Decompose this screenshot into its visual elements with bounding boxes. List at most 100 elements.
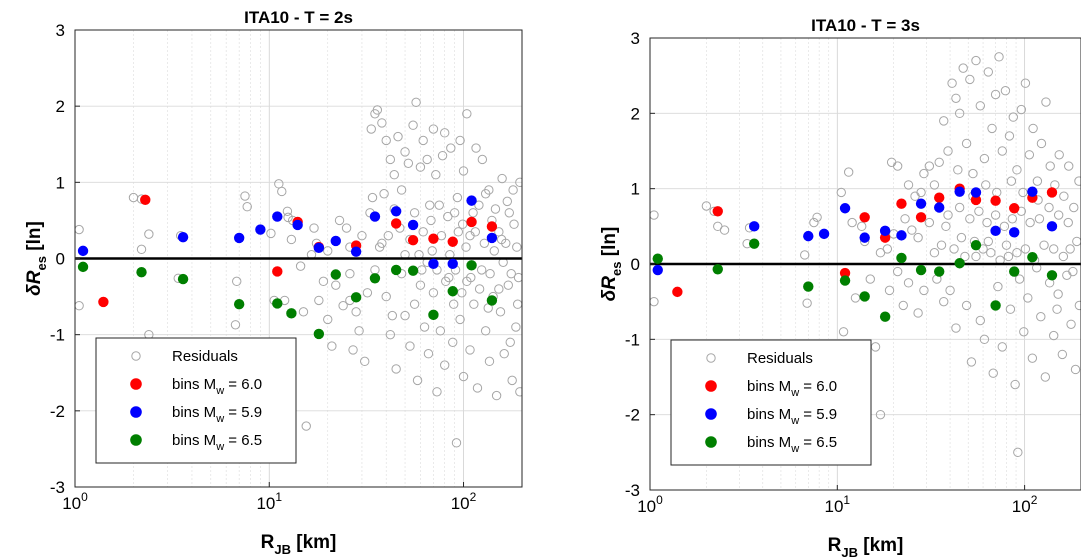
residual-point bbox=[951, 323, 961, 333]
bin-point bbox=[255, 224, 266, 235]
residual-point bbox=[240, 191, 250, 201]
residual-point bbox=[508, 185, 518, 195]
bin-point bbox=[77, 245, 89, 257]
bin-point bbox=[466, 260, 477, 271]
residual-point bbox=[360, 356, 370, 367]
bin-point bbox=[369, 273, 381, 284]
residual-point bbox=[1074, 300, 1081, 311]
residual-point bbox=[334, 215, 345, 226]
bin-point bbox=[369, 211, 381, 222]
residual-point bbox=[1064, 161, 1074, 171]
residual-point bbox=[650, 210, 659, 220]
bin-point bbox=[486, 221, 498, 232]
residual-point bbox=[1020, 78, 1031, 88]
residual-point bbox=[411, 97, 421, 108]
residuals-series bbox=[75, 97, 522, 448]
residual-point bbox=[484, 356, 495, 367]
legend-marker-bins bbox=[705, 380, 717, 392]
residual-point bbox=[966, 357, 977, 367]
residual-point bbox=[472, 383, 483, 393]
residual-point bbox=[999, 221, 1010, 232]
residual-point bbox=[505, 337, 515, 347]
residual-point bbox=[951, 93, 961, 103]
chart-title: ITA10 - T = 2s bbox=[244, 8, 353, 27]
bin-point bbox=[390, 206, 402, 217]
y-tick-label: 1 bbox=[56, 173, 65, 192]
residual-point bbox=[983, 67, 994, 77]
residual-point bbox=[701, 201, 712, 211]
residual-point bbox=[1058, 251, 1069, 262]
residual-point bbox=[301, 421, 311, 431]
y-tick-label: 0 bbox=[631, 255, 640, 274]
y-tick-label: 0 bbox=[56, 250, 65, 269]
residual-point bbox=[919, 168, 929, 179]
residual-point bbox=[455, 314, 465, 325]
residual-point bbox=[956, 232, 967, 243]
residual-point bbox=[474, 200, 484, 210]
legend-label: Residuals bbox=[747, 350, 813, 367]
residual-point bbox=[351, 307, 361, 317]
x-tick-label: 101 bbox=[256, 490, 282, 513]
bin-point bbox=[896, 252, 907, 264]
residual-point bbox=[266, 228, 276, 239]
residual-point bbox=[1008, 112, 1018, 122]
residual-point bbox=[809, 217, 819, 228]
residual-point bbox=[954, 202, 965, 213]
residual-point bbox=[283, 212, 293, 223]
residual-point bbox=[286, 234, 297, 245]
legend-marker-bins bbox=[705, 408, 717, 420]
residual-point bbox=[954, 108, 965, 119]
residual-point bbox=[1045, 161, 1055, 171]
residual-point bbox=[997, 342, 1007, 352]
residual-point bbox=[512, 242, 522, 252]
residual-point bbox=[491, 390, 502, 401]
residual-point bbox=[934, 157, 944, 168]
residual-point bbox=[277, 186, 287, 197]
residual-point bbox=[981, 180, 991, 190]
residual-point bbox=[374, 242, 385, 252]
residual-point bbox=[455, 135, 465, 146]
residual-point bbox=[298, 307, 309, 317]
bin-point bbox=[954, 186, 965, 197]
residual-point bbox=[477, 154, 488, 165]
residual-point bbox=[892, 161, 903, 171]
residual-point bbox=[1014, 274, 1025, 284]
residual-point bbox=[836, 187, 846, 198]
residual-point bbox=[425, 200, 435, 210]
residual-point bbox=[968, 168, 978, 179]
residual-point bbox=[381, 291, 391, 302]
legend-box bbox=[670, 339, 872, 466]
bin-point bbox=[896, 230, 907, 241]
residual-point bbox=[357, 230, 367, 241]
residual-point bbox=[415, 280, 426, 290]
bin-point bbox=[934, 202, 945, 213]
residuals-series bbox=[650, 52, 1081, 458]
residual-point bbox=[1049, 330, 1059, 341]
bin-point bbox=[970, 187, 982, 198]
y-tick-label: -1 bbox=[625, 330, 640, 349]
residual-point bbox=[1019, 327, 1029, 337]
residual-point bbox=[449, 208, 460, 218]
residual-point bbox=[838, 327, 849, 337]
residual-point bbox=[1074, 176, 1081, 186]
bin-point bbox=[428, 309, 439, 321]
residual-point bbox=[230, 320, 241, 330]
y-tick-label: -3 bbox=[625, 481, 640, 500]
bin-point bbox=[313, 242, 325, 254]
bin-point bbox=[915, 264, 927, 276]
residual-point bbox=[496, 234, 507, 245]
bin-point bbox=[934, 192, 945, 203]
bin-point bbox=[915, 212, 927, 223]
residual-point bbox=[479, 238, 490, 248]
x-tick-label: 100 bbox=[637, 493, 663, 516]
bin-point bbox=[407, 235, 419, 246]
residual-point bbox=[913, 308, 923, 318]
bin-point bbox=[1009, 203, 1020, 214]
residual-point bbox=[418, 135, 428, 146]
chart-title: ITA10 - T = 3s bbox=[811, 16, 920, 35]
residual-point bbox=[434, 200, 444, 210]
bin-point bbox=[859, 212, 870, 223]
residual-point bbox=[385, 154, 396, 165]
residual-point bbox=[1020, 244, 1031, 254]
residual-point bbox=[1068, 266, 1078, 277]
